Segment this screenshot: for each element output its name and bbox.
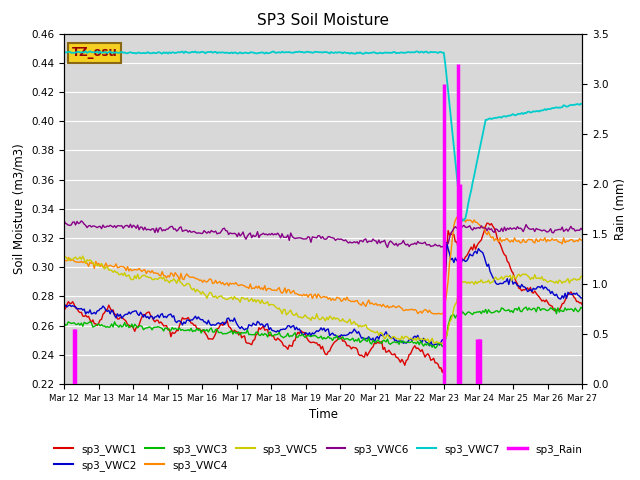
Y-axis label: Soil Moisture (m3/m3): Soil Moisture (m3/m3) [13,144,26,274]
Title: SP3 Soil Moisture: SP3 Soil Moisture [257,13,389,28]
Text: TZ_osu: TZ_osu [72,47,118,60]
Legend: sp3_VWC1, sp3_VWC2, sp3_VWC3, sp3_VWC4, sp3_VWC5, sp3_VWC6, sp3_VWC7, sp3_Rain: sp3_VWC1, sp3_VWC2, sp3_VWC3, sp3_VWC4, … [50,439,586,475]
Y-axis label: Rain (mm): Rain (mm) [614,178,627,240]
X-axis label: Time: Time [308,408,338,421]
